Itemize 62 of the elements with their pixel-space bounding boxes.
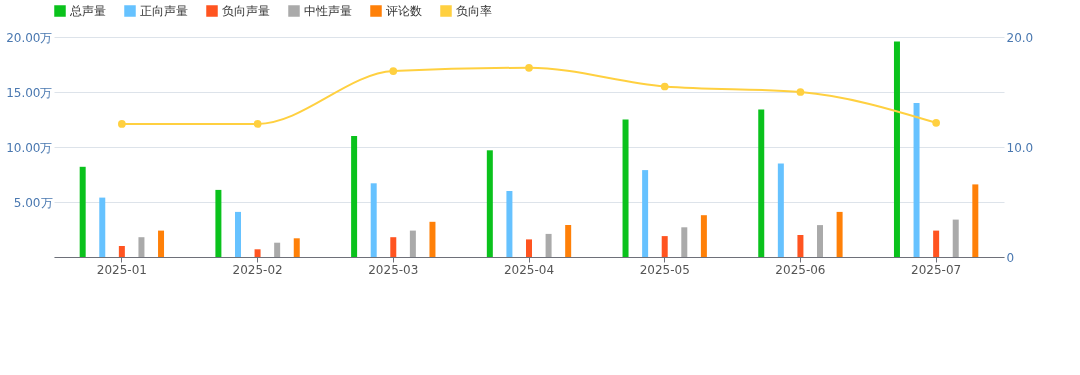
legend-label: 负向声量 [222,4,270,18]
x-tick-label: 2025-06 [775,262,826,277]
bar [409,230,416,257]
bar [661,236,668,257]
bar [234,211,241,257]
y-tick-label: 20.00万 [6,30,53,45]
bar [138,237,145,257]
bar [836,211,843,257]
legend-label: 总声量 [69,4,106,18]
bar [565,225,572,257]
bar [215,189,222,257]
bar [274,242,281,257]
bar [79,166,86,257]
bar [526,239,532,257]
legend-label: 负向率 [456,4,492,18]
point [525,63,533,72]
point [253,120,262,128]
point [117,120,126,128]
point [796,88,805,96]
x-tick-label: 2025-03 [368,262,419,277]
y-tick-label: 5.00万 [13,195,53,210]
x-tick-label: 2025-01 [96,262,147,277]
point [932,118,941,127]
bar [390,237,397,257]
y2-tick-label: 10.0 [1006,140,1034,155]
bar [700,215,707,257]
bar [429,221,436,257]
bar [506,191,513,257]
bar [486,150,493,257]
bar [370,183,377,257]
x-tick-label: 2025-04 [503,262,555,277]
bar [777,163,784,257]
bar [293,238,300,257]
bar [913,103,920,257]
x-tick-label: 2025-07 [911,262,962,277]
point [660,82,669,91]
bar [758,109,765,257]
y2-tick-label: 20.0 [1006,30,1034,45]
y-tick-label: 15.00万 [6,85,53,100]
y-tick-label: 10.00万 [6,140,53,155]
bar [118,246,125,257]
x-tick-label: 2025-02 [232,262,283,277]
bar [933,230,940,257]
bar [797,235,804,257]
bar [681,227,688,257]
bar [817,225,824,257]
legend-label: 正向声量 [140,4,188,18]
bar [952,219,959,257]
bar [642,170,649,257]
bar [622,119,629,257]
x-tick-label: 2025-05 [639,262,690,277]
point [389,67,398,75]
y2-tick-label: 0 [1006,250,1015,265]
bar [99,197,106,257]
bar [351,136,358,257]
bar [545,233,552,257]
legend-label: 评论数 [386,4,422,18]
bar [893,41,900,257]
legend-label: 中性声量 [304,4,352,18]
bar [158,230,165,257]
bar [254,249,261,257]
bar [972,184,979,257]
